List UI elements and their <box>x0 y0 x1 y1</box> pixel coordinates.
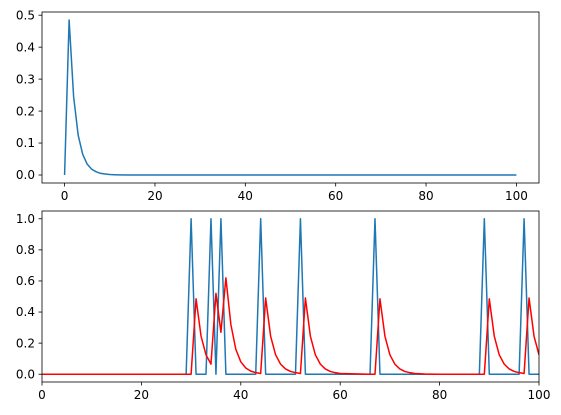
bottom-x-tick-label: 80 <box>432 388 447 402</box>
top-series-line-1 <box>63 19 517 176</box>
top-y-tick-label: 0.0 <box>16 168 35 182</box>
bottom-x-tick-label: 60 <box>333 388 348 402</box>
top-y-tick-label: 0.3 <box>16 72 35 86</box>
bottom-series-line-2 <box>42 277 539 375</box>
bottom-y-tick-label: 0.8 <box>16 243 35 257</box>
bottom-x-tick-label: 0 <box>38 388 46 402</box>
top-x-tick-label: 20 <box>147 189 162 203</box>
bottom-y-tick-label: 0.6 <box>16 274 35 288</box>
top-x-tick-label: 100 <box>505 189 528 203</box>
bottom-y-tick-label: 0.2 <box>16 336 35 350</box>
top-x-tick-label: 80 <box>418 189 433 203</box>
bottom-x-tick-label: 20 <box>134 388 149 402</box>
bottom-y-tick-label: 0.4 <box>16 305 35 319</box>
bottom-series-line-1 <box>42 218 539 375</box>
bottom-x-tick-label: 40 <box>233 388 248 402</box>
top-y-tick-label: 0.4 <box>16 40 35 54</box>
top-y-tick-label: 0.1 <box>16 136 35 150</box>
top-y-tick-label: 0.5 <box>16 8 35 22</box>
bottom-y-tick-label: 1.0 <box>16 212 35 226</box>
top-x-tick-label: 0 <box>61 189 69 203</box>
bottom-y-tick-label: 0.0 <box>16 367 35 381</box>
bottom-plot: 0 20 40 60 80 100 0.0 0.2 0.4 0.6 0.8 1.0 <box>16 210 551 402</box>
top-x-tick-label: 40 <box>238 189 253 203</box>
top-y-tick-label: 0.2 <box>16 104 35 118</box>
bottom-x-tick-label: 100 <box>528 388 551 402</box>
top-x-tick-label: 60 <box>328 189 343 203</box>
top-axes-frame <box>41 11 540 184</box>
top-plot: 0 20 40 60 80 100 0.0 0.1 0.2 0.3 0.4 0.5 <box>16 8 540 203</box>
bottom-axes-frame <box>41 210 540 383</box>
